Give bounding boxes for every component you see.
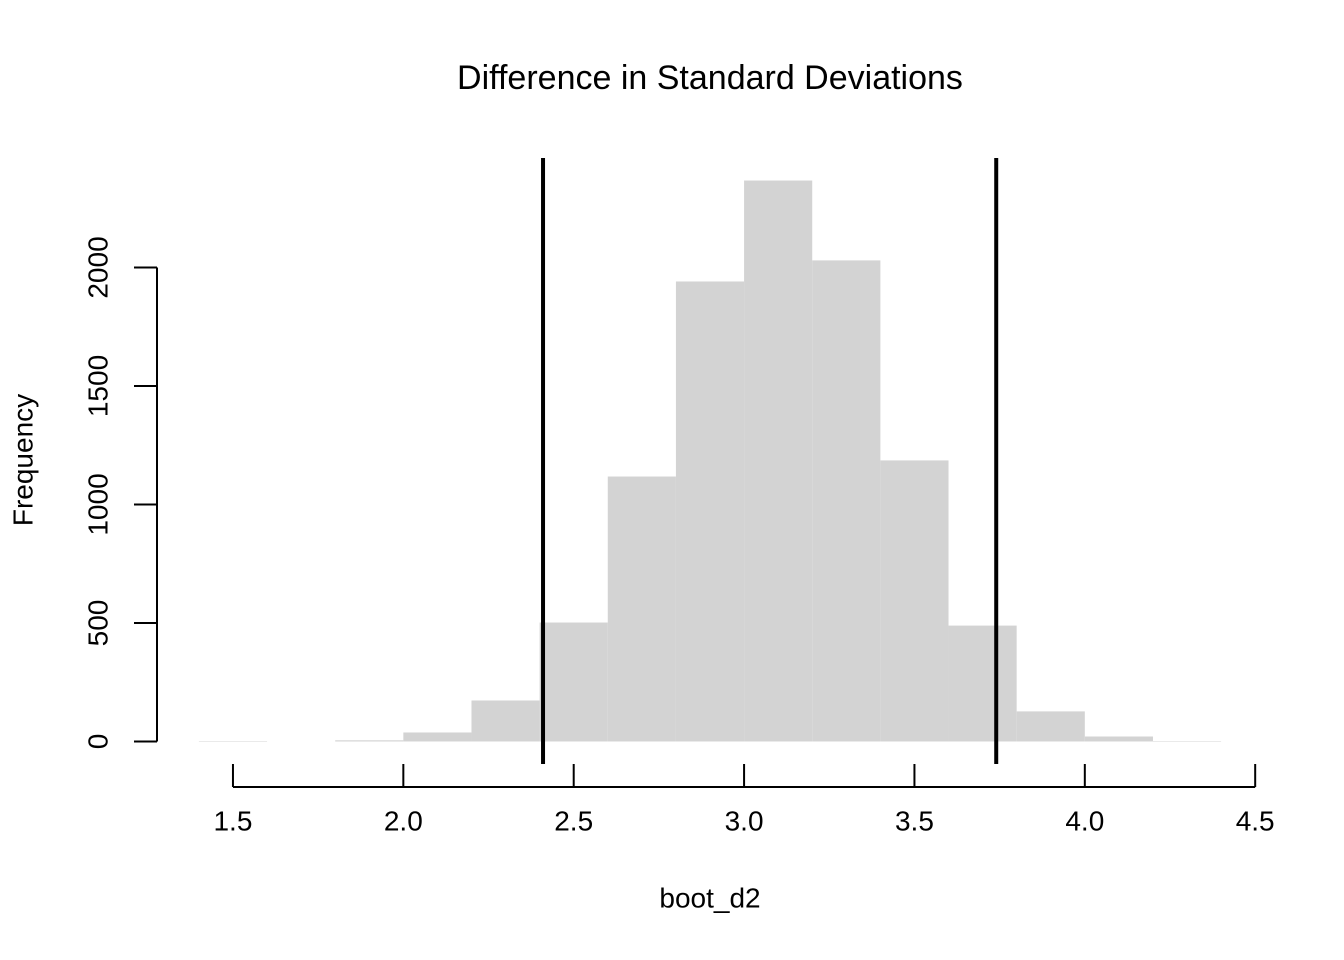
y-tick-label: 500 — [82, 600, 113, 647]
x-tick-label: 3.5 — [895, 805, 934, 836]
bar — [812, 260, 881, 742]
y-tick-label: 0 — [82, 734, 113, 750]
x-tick-label: 2.5 — [554, 805, 593, 836]
x-tick-label: 2.0 — [384, 805, 423, 836]
bar — [403, 732, 472, 742]
bar — [744, 180, 813, 742]
x-tick-label: 3.0 — [725, 805, 764, 836]
bar — [335, 740, 404, 742]
y-tick-label: 1000 — [82, 473, 113, 535]
bar — [1084, 736, 1153, 742]
x-tick-label: 1.5 — [213, 805, 252, 836]
y-axis-label: Frequency — [7, 394, 38, 526]
bar — [948, 625, 1017, 742]
x-tick-label: 4.5 — [1236, 805, 1275, 836]
x-tick-label: 4.0 — [1065, 805, 1104, 836]
bar — [539, 622, 608, 742]
bar — [607, 476, 676, 742]
y-tick-label: 2000 — [82, 236, 113, 298]
chart-title: Difference in Standard Deviations — [457, 59, 963, 97]
bar — [675, 281, 745, 742]
x-axis-label: boot_d2 — [659, 882, 760, 913]
y-tick-label: 1500 — [82, 355, 113, 417]
bar — [880, 460, 949, 742]
bar — [471, 700, 540, 742]
bar — [1016, 711, 1085, 742]
